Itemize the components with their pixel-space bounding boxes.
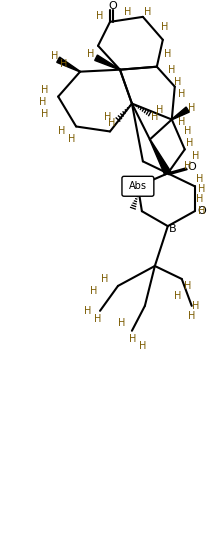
Text: H: H [196,194,203,204]
Polygon shape [172,107,189,120]
Text: H: H [129,334,137,344]
Text: H: H [192,152,199,161]
Text: H: H [174,291,181,301]
Text: H: H [188,311,195,321]
Text: H: H [51,51,58,61]
Text: H: H [188,103,195,113]
Text: H: H [90,286,98,296]
Text: O: O [197,206,206,216]
Polygon shape [150,139,171,175]
Text: H: H [184,161,191,171]
Polygon shape [57,57,80,72]
Text: H: H [161,22,168,32]
Text: H: H [164,49,171,59]
Text: H: H [184,126,191,137]
Text: H: H [139,341,147,351]
Text: H: H [186,138,193,148]
Text: H: H [38,97,46,107]
Text: H: H [87,49,95,59]
Text: H: H [108,119,116,128]
Text: O: O [109,1,117,11]
Text: H: H [59,126,66,137]
Text: H: H [156,104,164,115]
Text: H: H [192,301,199,311]
Text: H: H [178,88,185,99]
Text: H: H [61,59,68,69]
Text: H: H [101,274,109,284]
Text: H: H [40,85,48,94]
Text: H: H [151,111,158,121]
Text: H: H [118,318,126,328]
Text: H: H [168,65,175,75]
Text: H: H [124,7,132,17]
Text: H: H [198,206,205,216]
Polygon shape [95,55,120,70]
Text: Abs: Abs [129,181,147,191]
Text: H: H [94,314,102,324]
Text: H: H [40,109,48,119]
Text: H: H [84,306,92,316]
Text: H: H [104,111,112,121]
Text: H: H [174,77,181,87]
FancyBboxPatch shape [122,176,154,196]
Text: O: O [187,163,196,172]
Text: B: B [169,224,177,234]
Text: H: H [196,174,203,184]
Text: H: H [198,184,205,194]
Text: H: H [69,135,76,144]
Text: H: H [184,281,191,291]
Text: H: H [178,116,185,126]
Text: H: H [144,7,152,17]
Text: H: H [96,11,104,21]
